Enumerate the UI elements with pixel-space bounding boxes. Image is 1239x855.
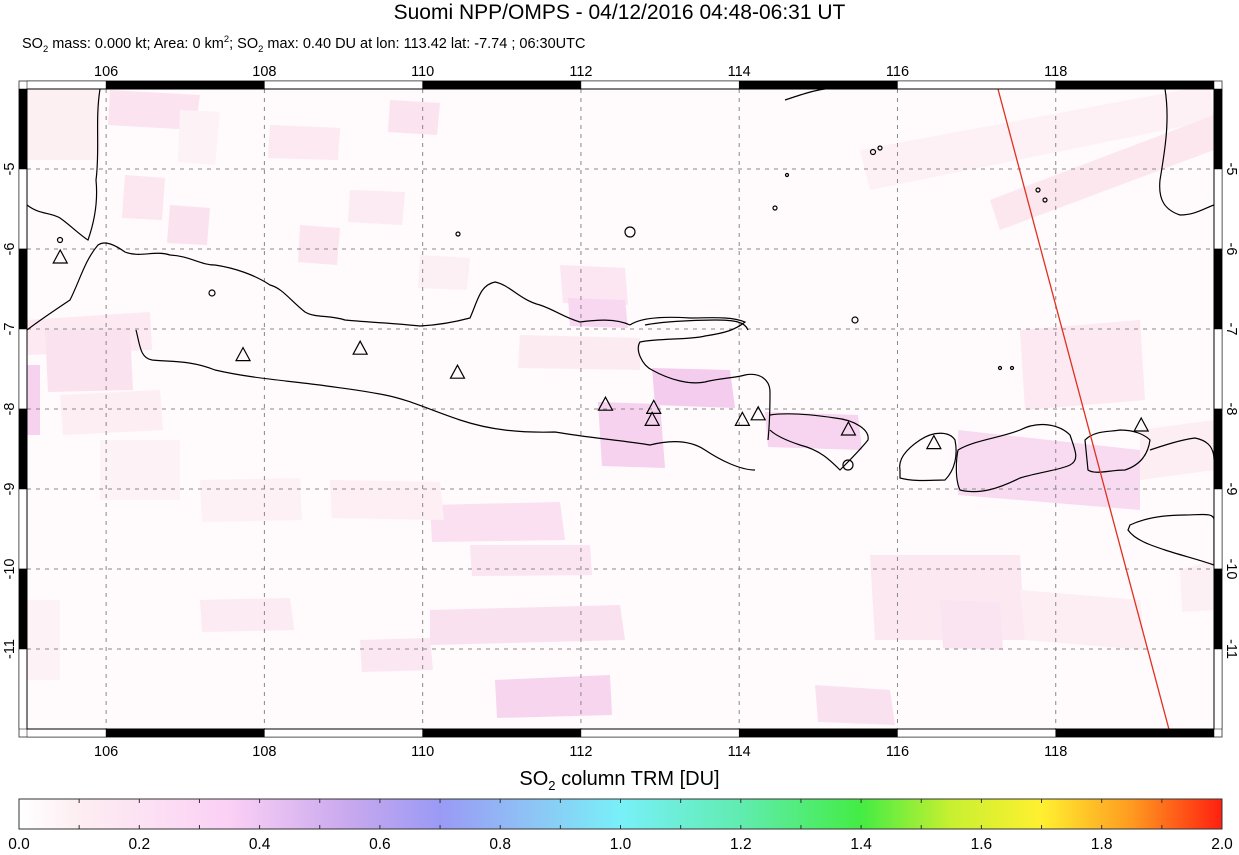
lon-tick-label: 108: [252, 64, 276, 80]
triangle-icon: [449, 363, 466, 379]
lat-tick-label: -7: [1223, 323, 1239, 336]
triangle-icon: [597, 395, 614, 411]
colorbar-tick-label: 1.0: [609, 836, 632, 853]
colorbar-tick-label: 0.0: [8, 836, 30, 853]
triangle-icon: [235, 346, 252, 362]
lon-tick-label: 116: [886, 64, 909, 80]
lat-tick-label: -10: [2, 559, 18, 580]
lon-tick-label: 116: [886, 744, 909, 760]
lat-tick-label: -5: [1223, 163, 1239, 176]
tick-labels: 106 106 108 108 110 110 112 112 114 114 116 116 118 1…: [2, 64, 1239, 760]
lat-tick-label: -6: [2, 243, 18, 256]
colorbar-tick-label: 0.6: [369, 836, 391, 853]
subscript: 2: [42, 42, 49, 54]
lon-tick-label: 112: [569, 744, 592, 760]
triangle-icon: [750, 405, 767, 421]
subscript: 2: [548, 778, 556, 793]
colorbar-tick-label: 0.4: [248, 836, 271, 853]
chart-subtitle: SO2 mass: 0.000 kt; Area: 0 km2; SO2 max…: [22, 33, 586, 54]
lon-tick-label: 110: [411, 744, 434, 760]
lat-tick-label: -10: [1223, 559, 1239, 580]
lat-tick-label: -5: [2, 163, 18, 176]
volcano-markers: [52, 248, 1150, 450]
lon-tick-label: 114: [728, 64, 751, 80]
lon-tick-label: 106: [94, 64, 118, 80]
triangle-icon: [645, 399, 662, 414]
lat-tick-label: -9: [2, 483, 18, 496]
lat-tick-label: -11: [1223, 639, 1239, 659]
so2-label: SO: [519, 768, 549, 790]
colorbar-title: SO2 column TRM [DU]: [0, 767, 1239, 793]
subscript: 2: [258, 42, 264, 54]
lon-tick-label: 108: [252, 744, 276, 760]
triangle-icon: [352, 339, 369, 355]
lon-tick-label: 118: [1044, 744, 1067, 760]
colorbar-tick-label: 0.8: [489, 836, 511, 853]
so2-max-text: max: 0.40 DU at lon: 113.42 lat: -7.74 ;…: [263, 36, 586, 52]
colorbar-title-text: column TRM [DU]: [555, 768, 720, 790]
so2-label: ; SO: [229, 36, 259, 52]
triangle-icon: [925, 434, 942, 450]
lat-tick-label: -11: [2, 639, 18, 659]
colorbar-tick-label: 2.0: [1211, 836, 1233, 853]
lat-tick-label: -8: [1223, 403, 1239, 416]
lon-tick-label: 110: [411, 64, 434, 80]
lon-tick-label: 112: [569, 64, 592, 80]
so2-label: SO: [22, 36, 43, 52]
so2-pixel-layer: [27, 89, 1214, 725]
lon-tick-label: 118: [1044, 64, 1067, 80]
graticule: [27, 89, 1214, 729]
lat-tick-label: -9: [1223, 483, 1239, 496]
lat-tick-label: -6: [1223, 243, 1239, 256]
triangle-icon: [734, 411, 751, 426]
lon-tick-label: 106: [94, 744, 118, 760]
triangle-icon: [840, 420, 857, 436]
chart-title: Suomi NPP/OMPS - 04/12/2016 04:48-06:31 …: [393, 1, 846, 24]
triangle-icon: [52, 248, 69, 264]
colorbar-tick-label: 0.2: [128, 836, 151, 853]
triangle-icon: [1133, 416, 1150, 432]
colorbar-tick-label: 1.8: [1090, 836, 1113, 853]
coastlines: [27, 89, 1214, 566]
colorbar-tick-label: 1.6: [970, 836, 993, 853]
colorbar-tick-label: 1.2: [730, 836, 752, 853]
mass-area-text: mass: 0.000 kt; Area: 0 km: [48, 36, 224, 52]
map-plot: 106 106 108 108 110 110 112 112 114 114 116 116 118 1…: [2, 64, 1239, 760]
plot-border: [26, 88, 1215, 730]
triangle-icon: [644, 411, 661, 426]
colorbar-tick-label: 1.4: [850, 836, 872, 853]
orbit-track-line: [997, 89, 1170, 729]
lat-tick-label: -7: [2, 323, 18, 336]
axis-frame-bars: [18, 80, 1223, 738]
colorbar-gradient: [18, 798, 1223, 830]
superscript: 2: [223, 33, 230, 45]
lon-tick-label: 114: [728, 744, 751, 760]
lat-tick-label: -8: [2, 403, 18, 416]
